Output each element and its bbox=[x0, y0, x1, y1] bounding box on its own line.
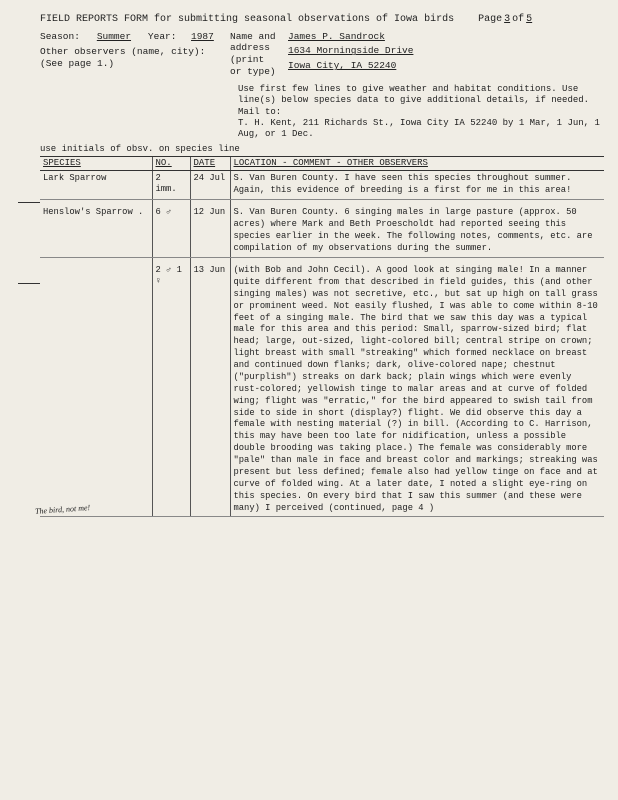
cell-location: S. Van Buren County. I have seen this sp… bbox=[230, 170, 604, 199]
cell-no: 2 imm. bbox=[152, 170, 190, 199]
observer-name: James P. Sandrock bbox=[288, 31, 488, 43]
cell-species bbox=[40, 263, 152, 517]
hdr-date: DATE bbox=[190, 157, 230, 171]
cell-species: Lark Sparrow bbox=[40, 170, 152, 199]
margin-tick-2 bbox=[18, 283, 40, 284]
instr-line1: Use first few lines to give weather and … bbox=[238, 84, 604, 118]
page-indicator: Page3of5 bbox=[478, 14, 534, 25]
hdr-species: SPECIES bbox=[40, 157, 152, 171]
observer-addr2: Iowa City, IA 52240 bbox=[288, 60, 488, 72]
cell-date: 12 Jun bbox=[190, 205, 230, 257]
cell-species: Henslow's Sparrow . bbox=[40, 205, 152, 257]
observer-addr1: 1634 Morningside Drive bbox=[288, 45, 488, 57]
other-obs-label: Other observers (name, city): bbox=[40, 46, 230, 58]
cell-date: 24 Jul bbox=[190, 170, 230, 199]
table-row: 2 ♂ 1 ♀ 13 Jun (with Bob and John Cecil)… bbox=[40, 263, 604, 517]
header-right: Name andaddress(printor type) James P. S… bbox=[230, 31, 604, 79]
margin-tick-1 bbox=[18, 202, 40, 203]
subhead: use initials of obsv. on species line bbox=[40, 144, 604, 156]
form-title: FIELD REPORTS FORM for submitting season… bbox=[40, 14, 454, 25]
nameaddr-label: Name andaddress(printor type) bbox=[230, 31, 282, 79]
header-left: Season: Summer Year: 1987 Other observer… bbox=[40, 31, 230, 79]
season-value: Summer bbox=[86, 31, 142, 43]
year-value: 1987 bbox=[182, 31, 222, 43]
header-grid: Season: Summer Year: 1987 Other observer… bbox=[40, 31, 604, 79]
cell-date: 13 Jun bbox=[190, 263, 230, 517]
table-row: Lark Sparrow 2 imm. 24 Jul S. Van Buren … bbox=[40, 170, 604, 199]
cell-no: 2 ♂ 1 ♀ bbox=[152, 263, 190, 517]
form-title-row: FIELD REPORTS FORM for submitting season… bbox=[40, 14, 604, 27]
cell-location: S. Van Buren County. 6 singing males in … bbox=[230, 205, 604, 257]
cell-location: (with Bob and John Cecil). A good look a… bbox=[230, 263, 604, 517]
instructions: Use first few lines to give weather and … bbox=[238, 84, 604, 140]
table-header-row: SPECIES NO. DATE LOCATION - COMMENT - OT… bbox=[40, 157, 604, 171]
see-page: (See page 1.) bbox=[40, 58, 230, 70]
season-label: Season: bbox=[40, 31, 80, 43]
year-label: Year: bbox=[148, 31, 177, 43]
cell-no: 6 ♂ bbox=[152, 205, 190, 257]
hdr-no: NO. bbox=[152, 157, 190, 171]
hdr-location: LOCATION - COMMENT - OTHER OBSERVERS bbox=[230, 157, 604, 171]
observations-table: SPECIES NO. DATE LOCATION - COMMENT - OT… bbox=[40, 157, 604, 518]
instr-line2: T. H. Kent, 211 Richards St., Iowa City … bbox=[238, 118, 604, 141]
table-row: Henslow's Sparrow . 6 ♂ 12 Jun S. Van Bu… bbox=[40, 205, 604, 257]
